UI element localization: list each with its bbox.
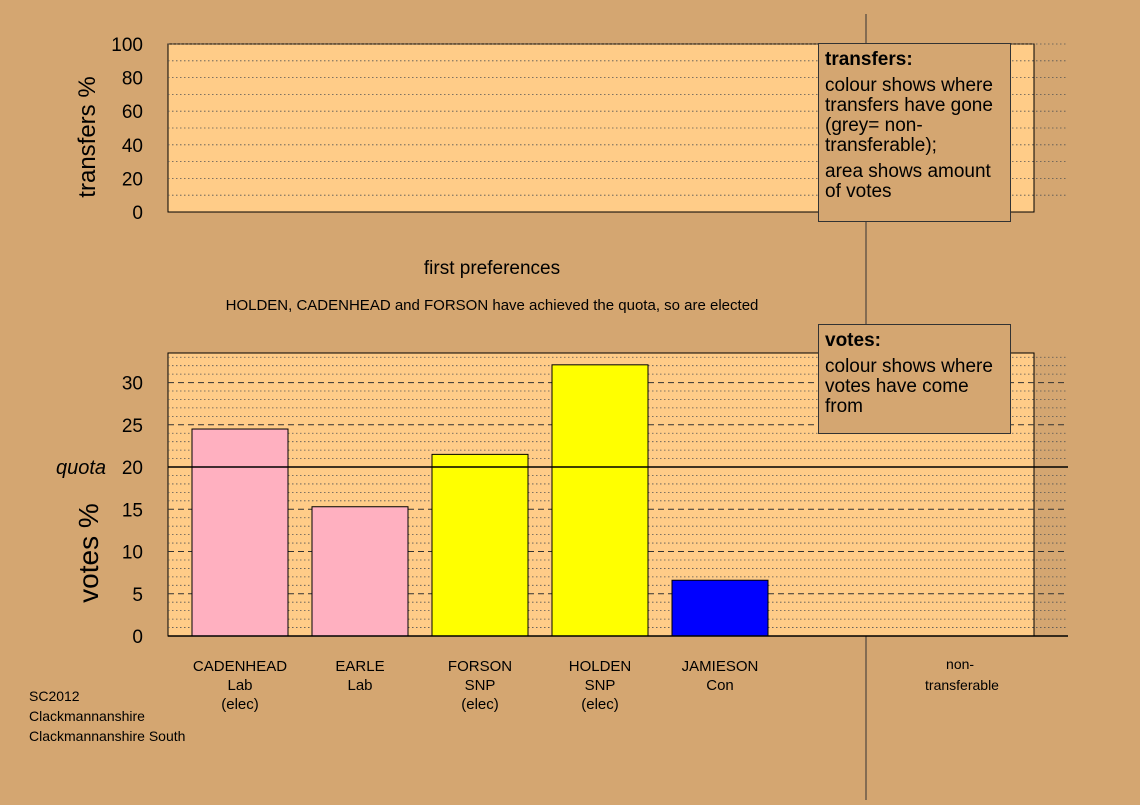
candidate-label-line: Con [706,677,734,694]
votes-panel: 0 5 10 15 20 25 30 quota votes % CADENHEAD Lab (… [56,352,1068,713]
elected-note: HOLDEN, CADENHEAD and FORSON have achiev… [226,297,759,314]
candidate-label-line: EARLE [335,658,384,675]
candidate-label-line: JAMIESON [682,658,759,675]
quota-label: quota [56,457,106,479]
bar-forson [431,453,529,637]
votes-legend-text: colour shows where votes have come from [825,356,993,417]
transfers-tick-label: 60 [122,102,143,123]
candidate-labels: CADENHEAD Lab (elec) EARLE Lab FORSON SNP (elec… [193,658,758,713]
candidate-label-line: Lab [347,677,372,694]
bar-holden [551,364,649,637]
non-transferable-label: non- transferable [925,656,999,693]
transfers-tick-label: 20 [122,169,143,190]
bar-cadenhead [191,428,289,637]
transfers-tick-label: 100 [111,35,143,56]
votes-tick-label: 10 [122,543,143,564]
bar-earle [311,506,409,637]
votes-tick-label: 15 [122,500,143,521]
candidate-label-line: HOLDEN [569,658,632,675]
non-transferable-label-line2: transferable [925,677,999,693]
transfers-tick-labels: 0 20 40 60 80 100 [111,35,143,224]
candidate-label-line: (elec) [221,696,259,713]
votes-bars [191,364,769,637]
votes-tick-label: 0 [132,627,143,648]
footer-ward: Clackmannanshire South [29,728,186,744]
votes-tick-label: 30 [122,374,143,395]
transfers-legend: transfers: colour shows where transfers … [818,43,1011,222]
votes-legend: votes: colour shows where votes have com… [818,324,1011,434]
transfers-legend-title: transfers: [825,49,913,70]
transfers-legend-text: colour shows where transfers have gone (… [825,75,993,156]
votes-tick-label: 5 [132,585,143,606]
footer-council: Clackmannanshire [29,708,145,724]
footer-election: SC2012 [29,688,80,704]
transfers-legend-area-text: area shows amount of votes [825,161,991,202]
candidate-label-line: CADENHEAD [193,658,287,675]
footer: SC2012 Clackmannanshire Clackmannanshire… [29,686,185,746]
votes-y-axis-label: votes % [73,503,104,603]
votes-tick-label: 25 [122,416,143,437]
non-transferable-label-line1: non- [946,656,974,672]
transfers-tick-label: 0 [132,203,143,224]
transfers-y-axis-label: transfers % [74,76,101,197]
votes-legend-title: votes: [825,330,881,351]
transfers-tick-label: 80 [122,69,143,90]
candidate-label-line: (elec) [581,696,619,713]
votes-tick-labels: 0 5 10 15 20 25 30 [122,374,143,648]
candidate-label-line: (elec) [461,696,499,713]
candidate-label-line: SNP [585,677,616,694]
candidate-label-line: FORSON [448,658,512,675]
votes-tick-label: 20 [122,458,143,479]
stage-title: first preferences [424,258,560,279]
candidate-label-line: SNP [465,677,496,694]
transfers-tick-label: 40 [122,136,143,157]
bar-jamieson [671,579,769,637]
candidate-label-line: Lab [227,677,252,694]
